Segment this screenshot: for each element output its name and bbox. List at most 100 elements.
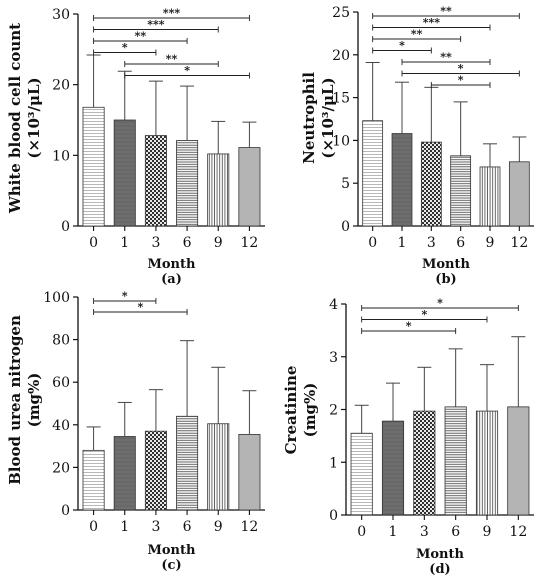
x-tick-label: 0 <box>357 524 366 540</box>
x-tick-label: 9 <box>214 235 223 251</box>
y-tick-label: 10 <box>52 148 70 164</box>
bar <box>508 161 530 227</box>
y-axis-label-line: (×10³/μL) <box>25 77 43 158</box>
y-tick-label: 30 <box>52 7 70 23</box>
x-tick-label: 1 <box>120 235 129 251</box>
y-axis-label: Neutrophil(×10³/μL) <box>300 72 337 164</box>
bar <box>391 133 413 227</box>
significance-label: * <box>458 74 464 87</box>
bar <box>207 153 230 227</box>
y-tick-label: 60 <box>52 375 70 391</box>
bar <box>381 420 405 516</box>
significance-label: * <box>137 301 143 314</box>
y-tick-label: 40 <box>52 418 70 434</box>
significance-label: * <box>122 290 128 303</box>
bar <box>420 141 442 227</box>
y-tick-label: 10 <box>332 133 350 149</box>
significance-label: *** <box>147 18 165 31</box>
y-axis-label-line: Blood urea nitrogen <box>6 315 24 485</box>
x-tick-label: 9 <box>483 524 492 540</box>
x-tick-label: 6 <box>451 524 460 540</box>
bar <box>144 135 167 227</box>
y-axis-label-line: Creatinine <box>282 366 300 455</box>
y-tick-label: 0 <box>341 219 350 235</box>
chart-panel-3: 0 20 40 60 80 100 0 1 3 6 9 12 * * Blood urea nitrogen… <box>6 290 265 573</box>
y-tick-label: 0 <box>61 219 70 235</box>
bar <box>444 406 467 516</box>
x-tick-label: 3 <box>151 519 160 535</box>
significance-label: ** <box>411 28 423 41</box>
bar <box>413 410 436 516</box>
x-tick-label: 12 <box>509 524 527 540</box>
x-axis-label: Month <box>148 257 197 272</box>
bar <box>113 119 136 227</box>
y-tick-label: 20 <box>52 460 70 476</box>
y-tick-label: 20 <box>332 48 350 64</box>
x-tick-label: 9 <box>214 519 223 535</box>
y-axis-label-line: (mg%) <box>301 383 319 438</box>
x-tick-label: 1 <box>398 235 407 251</box>
x-tick-label: 12 <box>510 235 528 251</box>
bar <box>82 449 105 511</box>
panel-label: (a) <box>161 272 182 287</box>
y-tick-label: 1 <box>329 455 338 471</box>
y-axis-label: White blood cell count(×10³/μL) <box>6 23 43 214</box>
bar <box>113 436 136 511</box>
x-tick-label: 12 <box>241 235 259 251</box>
significance-label: * <box>421 308 427 321</box>
y-tick-label: 0 <box>61 503 70 519</box>
significance-label: ** <box>135 30 147 43</box>
x-tick-label: 6 <box>183 235 192 251</box>
x-axis-label: Month <box>422 257 471 272</box>
y-tick-label: 4 <box>329 297 338 313</box>
bar <box>350 432 373 516</box>
x-tick-label: 1 <box>389 524 398 540</box>
bar <box>479 166 501 227</box>
x-tick-label: 6 <box>456 235 465 251</box>
significance-label: *** <box>423 16 441 29</box>
y-axis-label-line: (mg%) <box>25 373 43 428</box>
significance-label: * <box>399 39 405 52</box>
bar <box>176 415 199 511</box>
y-tick-label: 100 <box>43 290 70 306</box>
x-tick-label: 3 <box>420 524 429 540</box>
significance-label: ** <box>440 5 452 18</box>
x-tick-label: 0 <box>89 519 98 535</box>
x-tick-label: 6 <box>183 519 192 535</box>
y-tick-label: 0 <box>329 508 338 524</box>
bar <box>238 147 261 227</box>
y-axis-label-line: (×10³/μL) <box>319 77 337 158</box>
significance-label: * <box>458 62 464 75</box>
bar <box>82 106 105 227</box>
bar <box>176 140 199 227</box>
y-tick-label: 20 <box>52 78 70 94</box>
significance-label: * <box>122 41 128 54</box>
y-tick-label: 5 <box>341 176 350 192</box>
y-axis-label-line: White blood cell count <box>6 23 24 214</box>
significance-label: ** <box>440 51 452 64</box>
y-tick-label: 80 <box>52 333 70 349</box>
panel-label: (d) <box>429 562 450 577</box>
significance-label: * <box>406 320 412 333</box>
y-tick-label: 2 <box>329 403 338 419</box>
significance-label: *** <box>163 7 181 20</box>
panel-label: (b) <box>435 272 456 287</box>
y-axis-label: Blood urea nitrogen(mg%) <box>6 315 43 485</box>
x-tick-label: 0 <box>368 235 377 251</box>
y-tick-label: 3 <box>329 350 338 366</box>
x-tick-label: 3 <box>151 235 160 251</box>
bar <box>238 433 261 511</box>
y-tick-label: 25 <box>332 5 350 21</box>
x-tick-label: 1 <box>120 519 129 535</box>
x-axis-label: Month <box>148 543 197 558</box>
significance-label: * <box>184 64 190 77</box>
x-tick-label: 12 <box>241 519 259 535</box>
significance-label: ** <box>166 53 178 66</box>
x-axis-label: Month <box>416 547 465 562</box>
y-tick-label: 15 <box>332 91 350 107</box>
y-axis-label-line: Neutrophil <box>300 72 318 164</box>
bar <box>450 155 472 227</box>
